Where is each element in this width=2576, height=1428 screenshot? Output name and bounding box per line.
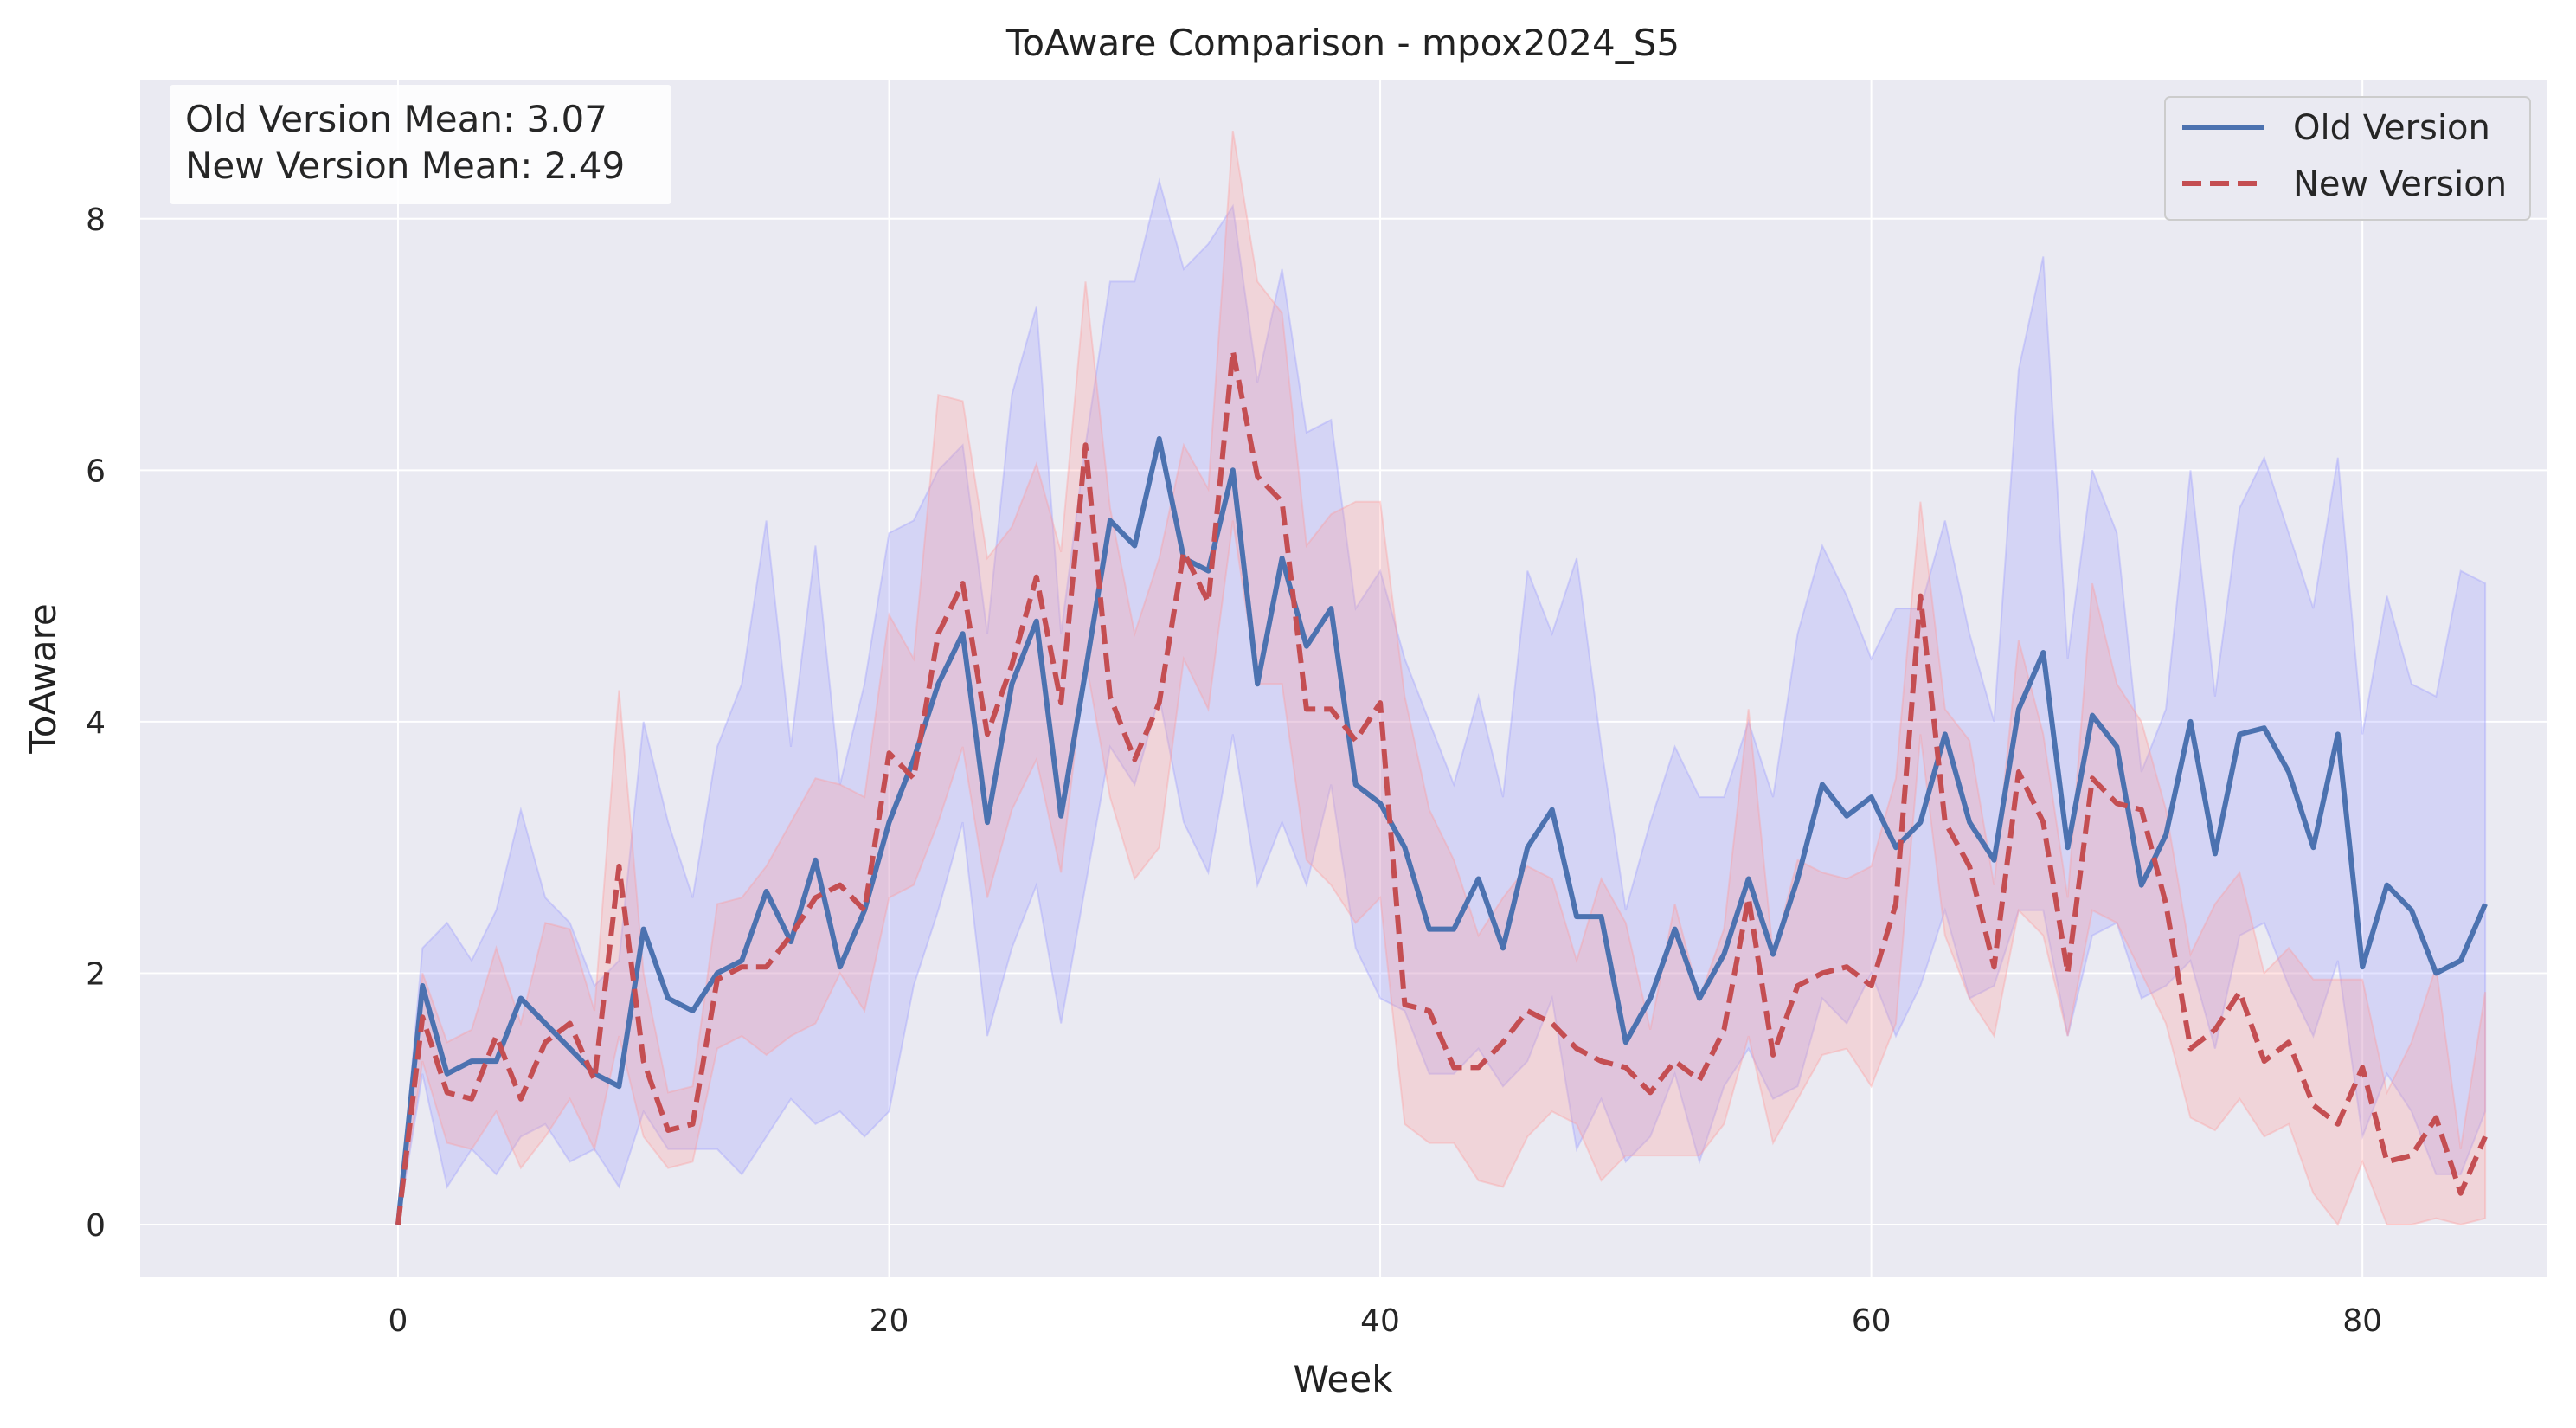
line-new-version — [395, 348, 2488, 1225]
y-axis-ticks: 0 2 4 6 8 — [86, 203, 106, 1244]
stats-new-mean: New Version Mean: 2.49 — [185, 145, 625, 187]
line-old-version — [395, 436, 2488, 1225]
y-tick-label: 6 — [86, 453, 106, 489]
y-tick-label: 0 — [86, 1208, 106, 1244]
grid — [140, 80, 2547, 1277]
y-tick-label: 4 — [86, 705, 106, 741]
series-lines — [395, 348, 2488, 1225]
legend: Old Version New Version — [2164, 96, 2531, 221]
confidence-bands — [397, 130, 2487, 1226]
stats-old-mean: Old Version Mean: 3.07 — [185, 98, 607, 140]
x-tick-label: 0 — [389, 1303, 408, 1339]
y-tick-label: 2 — [86, 956, 106, 992]
legend-label-new-version: New Version — [2293, 164, 2507, 204]
y-tick-label: 8 — [86, 203, 106, 238]
y-axis-label: ToAware — [22, 603, 64, 755]
x-tick-label: 40 — [1360, 1303, 1400, 1339]
x-axis-ticks: 0 20 40 60 80 — [389, 1303, 2383, 1339]
stats-box-background — [170, 85, 671, 204]
x-tick-label: 60 — [1852, 1303, 1892, 1339]
stats-box: Old Version Mean: 3.07 New Version Mean:… — [170, 85, 671, 204]
chart-title: ToAware Comparison - mpox2024_S5 — [1005, 22, 1680, 64]
x-tick-label: 80 — [2342, 1303, 2382, 1339]
band-old-version — [397, 177, 2487, 1225]
x-tick-label: 20 — [870, 1303, 909, 1339]
legend-label-old-version: Old Version — [2293, 108, 2490, 148]
x-axis-label: Week — [1293, 1358, 1393, 1400]
band-new-version — [397, 130, 2487, 1226]
